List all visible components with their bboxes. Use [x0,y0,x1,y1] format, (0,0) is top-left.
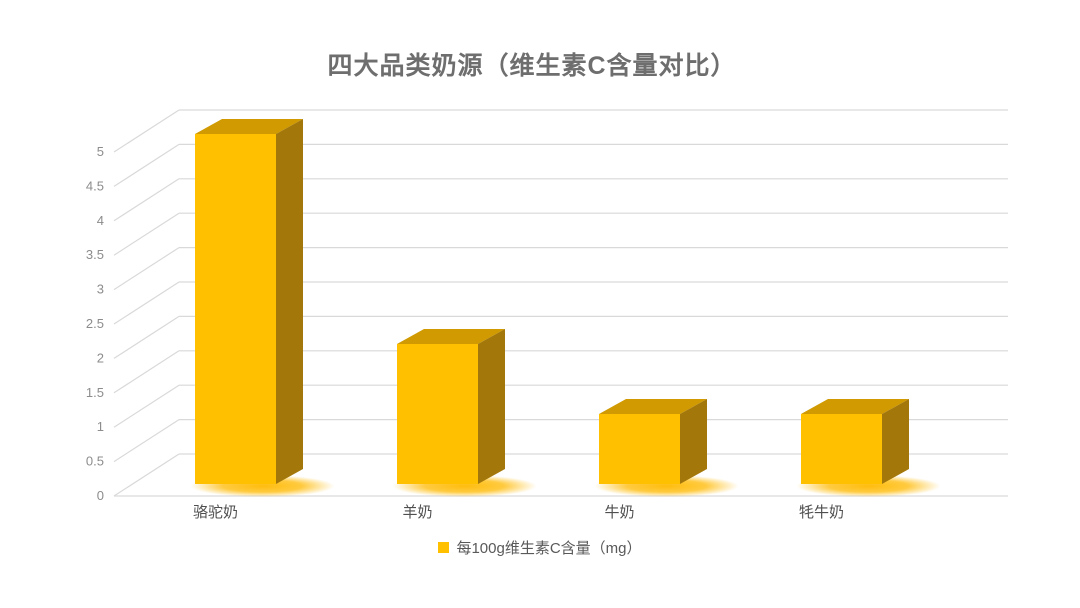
bar-1 [397,344,478,484]
bar-3 [801,414,882,484]
y-tick-label: 0 [97,488,104,503]
y-tick-label: 3.5 [86,247,104,262]
gridline-diagonal [113,178,180,222]
gridline-diagonal [113,247,180,291]
gridline-diagonal [113,384,180,428]
bar-side-face [882,399,909,484]
category-label-3: 牦牛奶 [799,504,844,521]
gridline-diagonal [113,350,180,394]
gridline-diagonal [113,315,180,359]
legend-label: 每100g维生素C含量（mg） [456,540,642,557]
bar-side-face [276,119,303,484]
chart-title: 四大品类奶源（维生素C含量对比） [327,52,737,80]
bar-0 [195,134,276,484]
gridline-diagonal [113,109,180,153]
y-tick-label: 4.5 [86,178,104,193]
gridline-diagonal [113,453,180,497]
bar-side-face [478,329,505,484]
y-tick-label: 4 [97,213,104,228]
bar-top-face [801,399,909,414]
gridline-diagonal [113,281,180,325]
bar-2 [599,414,680,484]
y-tick-label: 5 [97,144,104,159]
y-tick-label: 3 [97,282,104,297]
y-tick-label: 2 [97,350,104,365]
chart-canvas: 0 0.5 1 1.5 2 2.5 3 3.5 4 4.5 5 骆驼奶 羊奶 牛奶 牦牛奶 [86,109,1008,521]
bar-top-face [195,119,303,134]
bar-top-face [599,399,707,414]
bar-top-face [397,329,505,344]
gridline-diagonal [113,419,180,463]
category-label-1: 羊奶 [402,504,432,521]
y-tick-label: 1.5 [86,385,104,400]
y-tick-label: 1 [97,419,104,434]
gridline-diagonal [113,212,180,256]
legend-marker-icon [438,542,450,553]
category-label-0: 骆驼奶 [193,504,238,521]
category-label-2: 牛奶 [604,504,634,521]
bar-side-face [680,399,707,484]
y-tick-label: 0.5 [86,454,104,469]
gridline-diagonal [113,143,180,187]
y-tick-label: 2.5 [86,316,104,331]
legend: 每100g维生素C含量（mg） [0,537,1080,558]
